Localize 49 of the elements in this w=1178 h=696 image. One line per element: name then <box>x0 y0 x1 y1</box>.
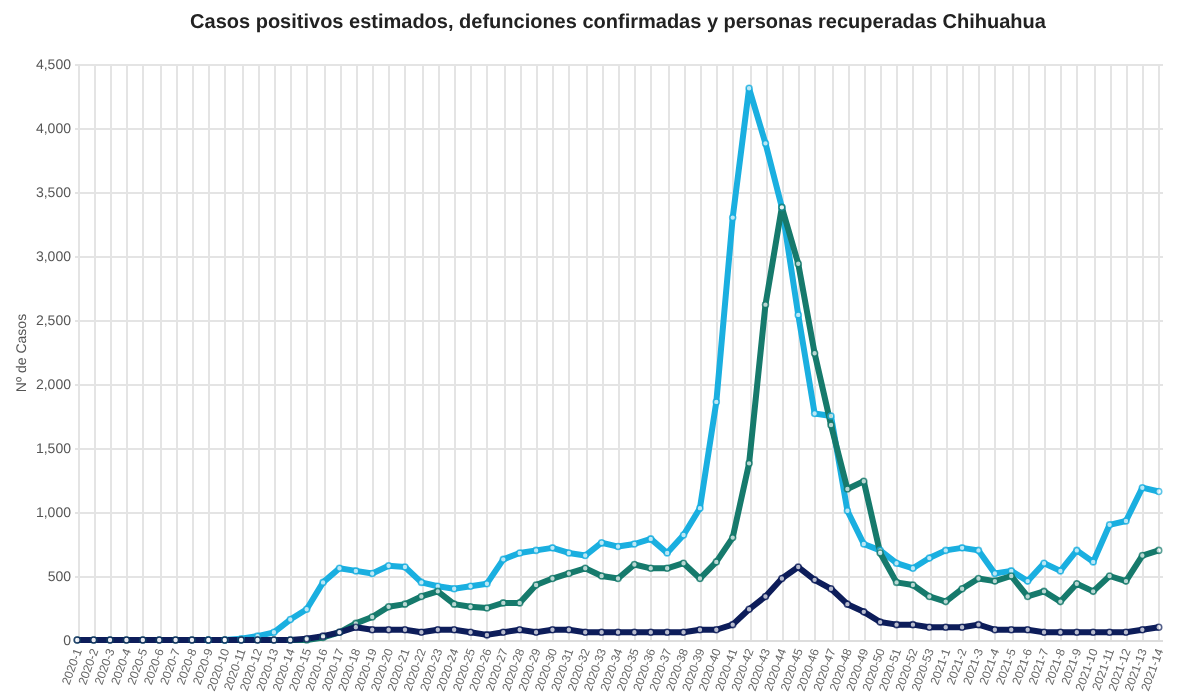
chart-title: Casos positivos estimados, defunciones confirmadas y personas recuperadas Chihuahua <box>190 12 1047 34</box>
point <box>679 531 688 539</box>
point <box>270 628 278 637</box>
point <box>958 544 966 552</box>
point <box>565 549 573 557</box>
point <box>581 551 590 560</box>
point <box>352 567 360 575</box>
point <box>1056 567 1065 575</box>
point <box>614 542 622 551</box>
point <box>728 213 737 222</box>
point <box>974 546 983 555</box>
point <box>761 139 770 148</box>
point <box>483 579 491 588</box>
point <box>909 564 917 573</box>
point <box>1122 517 1130 525</box>
point <box>696 504 704 512</box>
point <box>892 559 901 567</box>
point <box>401 563 409 571</box>
point <box>1089 558 1097 566</box>
point <box>1040 559 1048 567</box>
point <box>597 538 606 547</box>
point <box>499 555 508 564</box>
point <box>630 540 639 548</box>
point <box>1154 487 1163 496</box>
point <box>302 605 311 614</box>
point <box>319 578 327 587</box>
point <box>712 398 721 406</box>
point <box>941 546 950 555</box>
point <box>827 412 835 420</box>
point <box>466 582 475 591</box>
point <box>991 569 999 578</box>
point <box>335 564 344 573</box>
point <box>1138 483 1147 492</box>
point <box>548 544 557 552</box>
point <box>286 615 295 624</box>
point <box>810 409 819 418</box>
point <box>515 549 524 557</box>
point <box>925 554 934 562</box>
point <box>843 506 852 515</box>
point <box>859 540 868 548</box>
point <box>384 561 393 570</box>
point <box>663 549 671 557</box>
point <box>532 546 540 555</box>
point <box>368 569 377 578</box>
point <box>450 585 458 593</box>
point <box>1105 521 1114 529</box>
point <box>794 311 803 319</box>
point <box>646 535 655 543</box>
point <box>417 578 426 587</box>
